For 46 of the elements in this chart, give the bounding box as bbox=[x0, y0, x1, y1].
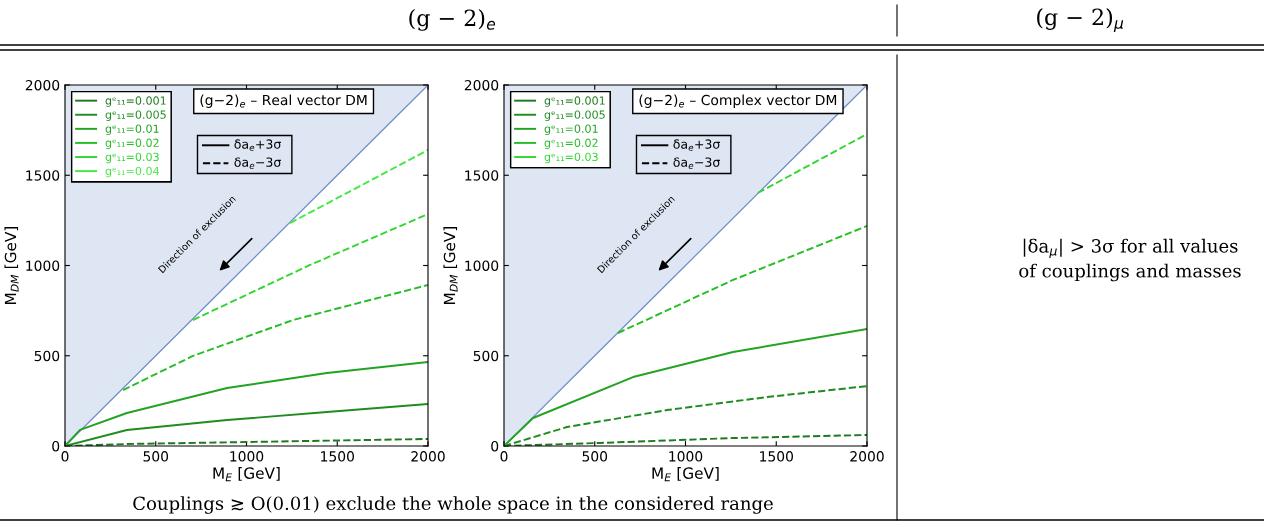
x-axis-title: M$_{E}$ [GeV] bbox=[213, 467, 280, 482]
x-tick-label: 0 bbox=[61, 451, 69, 462]
x-tick-label: 2000 bbox=[411, 451, 445, 462]
y-tick-label: 1500 bbox=[465, 170, 499, 181]
text: Couplings ≳ O(0.01) exclude the whole space in the considered range bbox=[133, 496, 773, 514]
y-axis-title: M$_{DM}$ [GeV] bbox=[4, 227, 19, 304]
annotation: δa$_{e}$+3σ bbox=[673, 139, 720, 151]
y-tick-label: 1500 bbox=[26, 170, 60, 181]
x-tick-label: 2000 bbox=[850, 451, 884, 462]
legend-label: gᵉ₁₁=0.01 bbox=[544, 124, 598, 136]
x-tick-label: 1500 bbox=[321, 451, 354, 462]
legend-label: gᵉ₁₁=0.001 bbox=[105, 96, 166, 107]
annotation: δa$_{e}$+3σ bbox=[234, 139, 281, 151]
y-tick-label: 2000 bbox=[464, 79, 499, 91]
legend-label: gᵉ₁₁=0.03 bbox=[544, 152, 598, 164]
text: (g−2)$_{e}$ – Complex vector DM bbox=[639, 94, 837, 108]
legend-label: gᵉ₁₁=0.005 bbox=[544, 110, 605, 121]
legend-label: gᵉ₁₁=0.02 bbox=[105, 138, 159, 150]
x-tick-label: 1000 bbox=[230, 451, 264, 462]
x-tick-label: 1000 bbox=[669, 451, 703, 462]
text: (g − 2)$_{e}$ bbox=[409, 9, 496, 31]
text: (g − 2)$_{μ}$ bbox=[1037, 8, 1124, 32]
legend-label: gᵉ₁₁=0.02 bbox=[544, 138, 598, 150]
y-tick-label: 0 bbox=[52, 440, 60, 452]
legend-label: gᵉ₁₁=0.04 bbox=[105, 166, 160, 178]
x-tick-label: 1500 bbox=[760, 451, 793, 462]
x-axis-title: M$_{E}$ [GeV] bbox=[652, 467, 719, 482]
x-tick-label: 0 bbox=[500, 451, 508, 462]
y-tick-label: 0 bbox=[491, 440, 499, 452]
legend-label: gᵉ₁₁=0.01 bbox=[105, 124, 159, 136]
annotation: δa$_{e}$−3σ bbox=[234, 157, 281, 169]
x-tick-label: 500 bbox=[143, 451, 169, 462]
y-tick-label: 1000 bbox=[465, 260, 499, 271]
y-tick-label: 2000 bbox=[25, 79, 60, 91]
y-tick-label: 1000 bbox=[26, 260, 60, 271]
legend-label: gᵉ₁₁=0.005 bbox=[105, 110, 166, 121]
x-tick-label: 500 bbox=[582, 451, 608, 462]
legend-label: gᵉ₁₁=0.001 bbox=[544, 96, 605, 107]
text: (g−2)$_{e}$ – Real vector DM bbox=[200, 94, 367, 108]
legend-label: gᵉ₁₁=0.03 bbox=[105, 152, 159, 164]
y-tick-label: 500 bbox=[473, 350, 499, 362]
line-series bbox=[122, 284, 428, 392]
y-tick-label: 500 bbox=[34, 350, 60, 362]
annotation: δa$_{e}$−3σ bbox=[673, 157, 720, 169]
y-axis-title: M$_{DM}$ [GeV] bbox=[443, 227, 458, 304]
text: |δa$_{μ}$| > 3σ for all values of couplings and masses bbox=[1019, 238, 1241, 282]
